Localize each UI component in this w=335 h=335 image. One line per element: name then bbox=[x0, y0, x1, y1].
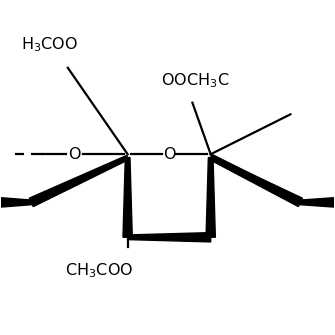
Text: CH$_3$COO: CH$_3$COO bbox=[65, 261, 134, 280]
Polygon shape bbox=[123, 157, 132, 237]
Polygon shape bbox=[29, 155, 129, 207]
Text: O: O bbox=[68, 147, 81, 162]
Text: H$_3$COO: H$_3$COO bbox=[21, 35, 78, 54]
Text: OOCH$_3$C: OOCH$_3$C bbox=[161, 72, 229, 90]
Polygon shape bbox=[1, 198, 31, 207]
Polygon shape bbox=[210, 155, 303, 207]
Text: O: O bbox=[163, 147, 176, 162]
Polygon shape bbox=[300, 198, 334, 207]
Polygon shape bbox=[128, 232, 211, 242]
Polygon shape bbox=[206, 157, 215, 237]
